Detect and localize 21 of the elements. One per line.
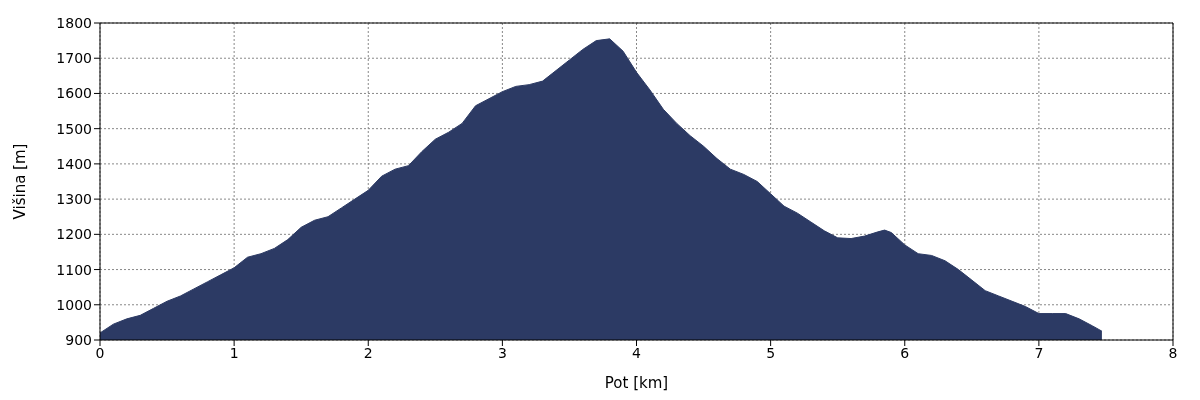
y-tick-label: 1800 [56,14,92,31]
y-tick-label: 900 [65,331,92,348]
x-tick-label: 2 [363,344,373,361]
x-tick-label: 3 [497,344,507,361]
y-tick-label: 1500 [56,120,92,137]
y-tick-label: 1700 [56,50,92,67]
y-tick-label: 1000 [56,296,92,313]
y-tick-label: 1100 [56,261,92,278]
x-tick-label: 5 [766,344,776,361]
y-tick-label: 1200 [56,226,92,243]
x-tick-label: 6 [900,344,910,361]
y-tick-label: 1400 [56,155,92,172]
x-tick-label: 7 [1034,344,1044,361]
y-tick-label: 1600 [56,85,92,102]
x-axis-title: Pot [km] [604,374,669,392]
x-tick-label: 8 [1168,344,1178,361]
y-tick-label: 1300 [56,191,92,208]
x-tick-label: 1 [229,344,239,361]
x-tick-label: 4 [632,344,642,361]
y-axis-title: Višina [m] [11,143,30,220]
x-tick-label: 0 [95,344,105,361]
